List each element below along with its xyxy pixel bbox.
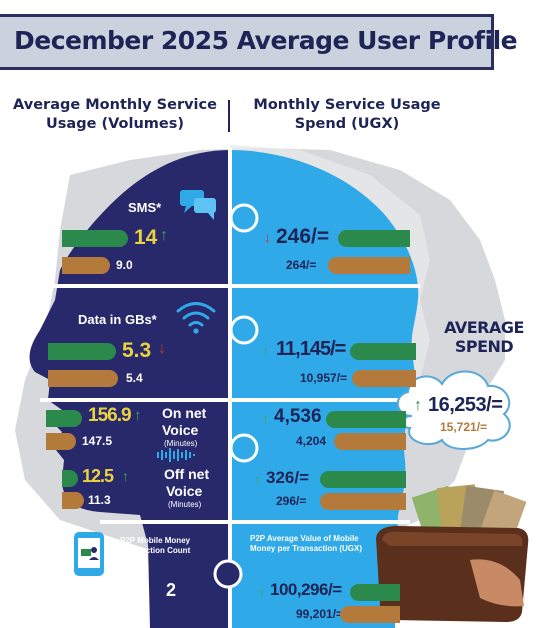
data-previous-bar <box>48 370 118 387</box>
onnet-up-arrow-icon: ↑ <box>134 407 142 424</box>
chat-bubbles-icon <box>180 190 216 220</box>
sms-current-bar <box>62 230 128 247</box>
onnet-label-voice: Voice <box>162 422 199 438</box>
onnet-label: On net <box>162 405 207 421</box>
p2p-count-label: P2P Mobile Money Transaction Count <box>120 536 191 555</box>
onnet-previous-value: 147.5 <box>82 434 113 448</box>
left-column-header: Average Monthly Service Usage (Volumes) <box>13 97 217 132</box>
sms-spend-previous-bar <box>328 257 410 274</box>
sms-up-arrow-icon: ↑ <box>160 227 168 244</box>
right-column-header: Monthly Service Usage Spend (UGX) <box>253 97 441 132</box>
offnet-spend-current: 326/= <box>266 468 310 487</box>
data-current-bar <box>48 343 116 360</box>
onnet-spend-current-bar <box>326 411 406 428</box>
data-current-value: 5.3 <box>122 339 152 362</box>
offnet-current-bar <box>62 470 78 487</box>
average-spend-current: 16,253/= <box>428 394 503 416</box>
offnet-label-voice: Voice <box>166 483 203 499</box>
p2p-spend-current: 100,296/= <box>270 580 342 599</box>
p2p-spend-previous: 99,201/= <box>296 607 344 621</box>
onnet-spend-up-arrow-icon: ↑ <box>262 411 269 426</box>
wallet-cash-image <box>376 484 529 622</box>
offnet-current-value: 12.5 <box>82 466 114 486</box>
data-spend-current-bar <box>350 343 416 360</box>
offnet-previous-value: 11.3 <box>88 493 111 507</box>
data-spend-previous: 10,957/= <box>300 371 348 385</box>
offnet-previous-bar <box>62 492 84 509</box>
sms-label: SMS* <box>128 200 162 215</box>
head-left-half <box>29 150 230 628</box>
offnet-spend-up-arrow-icon: ↑ <box>254 472 261 487</box>
onnet-spend-current: 4,536 <box>274 406 322 427</box>
offnet-unit: (Minutes) <box>168 500 202 509</box>
onnet-spend-previous-bar <box>334 433 406 450</box>
mobile-money-icon <box>74 532 104 576</box>
p2p-spend-up-arrow-icon: ↑ <box>258 585 265 600</box>
onnet-previous-bar <box>46 433 76 450</box>
title-banner: December 2025 Average User Profile <box>0 14 518 70</box>
data-spend-current: 11,145/= <box>276 338 346 360</box>
average-spend-up-arrow-icon: ↑ <box>414 397 422 414</box>
wifi-icon <box>176 302 216 327</box>
offnet-spend-current-bar <box>320 471 406 488</box>
page-title: December 2025 Average User Profile <box>14 26 518 55</box>
header-divider <box>228 100 230 132</box>
onnet-current-value: 156.9 <box>88 405 132 426</box>
sms-previous-value: 9.0 <box>116 258 133 272</box>
data-previous-value: 5.4 <box>126 371 143 385</box>
offnet-label: Off net <box>164 466 210 482</box>
average-spend-previous: 15,721/= <box>440 420 488 434</box>
offnet-spend-previous-bar <box>320 493 406 510</box>
p2p-count-value: 2 <box>166 580 177 600</box>
onnet-spend-previous: 4,204 <box>296 434 327 448</box>
sms-spend-current: 246/= <box>276 225 330 248</box>
p2p-spend-current-bar <box>350 584 400 601</box>
data-spend-previous-bar <box>352 370 416 387</box>
data-down-arrow-icon: ↓ <box>158 340 166 357</box>
p2p-spend-previous-bar <box>340 606 400 623</box>
offnet-up-arrow-icon: ↑ <box>122 468 129 484</box>
data-spend-up-arrow-icon: ↑ <box>262 342 269 358</box>
onnet-unit: (Minutes) <box>164 439 198 448</box>
average-spend-title: AVERAGE SPEND <box>444 318 524 356</box>
offnet-spend-previous: 296/= <box>276 494 307 508</box>
sms-current-value: 14 <box>134 226 158 249</box>
sms-spend-previous: 264/= <box>286 258 317 272</box>
sms-spend-down-arrow-icon: ↓ <box>264 229 271 245</box>
sms-spend-current-bar <box>338 230 410 247</box>
data-label: Data in GBs* <box>78 312 157 327</box>
voice-wave-icon <box>157 448 195 462</box>
p2p-value-label: P2P Average Value of Mobile Money per Tr… <box>250 534 363 553</box>
sms-previous-bar <box>62 257 110 274</box>
onnet-current-bar <box>46 410 82 427</box>
